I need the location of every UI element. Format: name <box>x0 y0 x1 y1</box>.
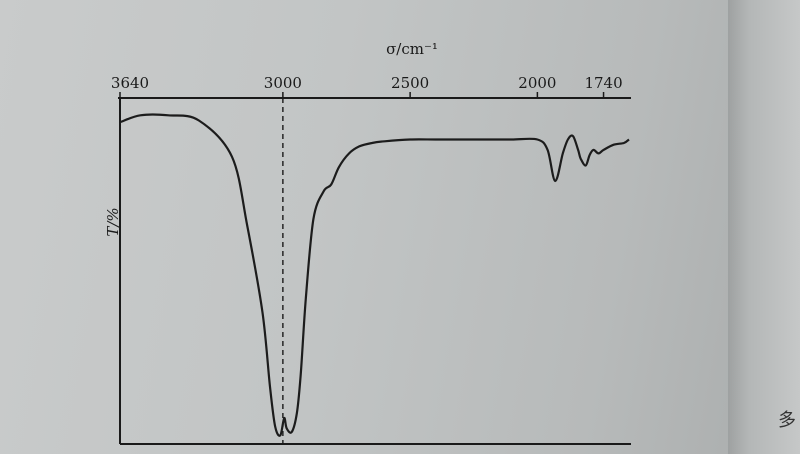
x-tick-label: 2000 <box>518 74 556 92</box>
plot-frame <box>118 97 631 445</box>
x-axis-label: σ/cm⁻¹ <box>386 40 438 58</box>
spectrum-line <box>119 113 630 437</box>
y-axis-label: T/% <box>104 207 122 236</box>
x-tick-label: 3640 <box>111 74 149 92</box>
page-corner-character: 多 <box>778 410 796 431</box>
series-group <box>119 113 630 437</box>
x-tick-label: 3000 <box>264 74 302 92</box>
page-gutter <box>728 0 800 454</box>
x-tick-label: 2500 <box>391 74 429 92</box>
x-tick-label: 1740 <box>584 74 622 92</box>
x-axis-ticks: 3640 3000 2500 2000 1740 <box>111 74 623 98</box>
